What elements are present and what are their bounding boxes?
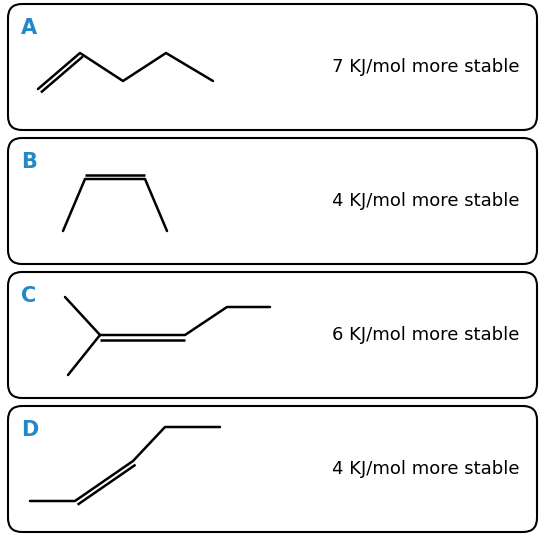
FancyBboxPatch shape [8,272,537,398]
Text: B: B [21,152,37,172]
Text: 4 KJ/mol more stable: 4 KJ/mol more stable [331,460,519,478]
FancyBboxPatch shape [8,406,537,532]
FancyBboxPatch shape [8,4,537,130]
Text: 4 KJ/mol more stable: 4 KJ/mol more stable [331,192,519,210]
Text: A: A [21,18,37,38]
FancyBboxPatch shape [8,138,537,264]
Text: 6 KJ/mol more stable: 6 KJ/mol more stable [331,326,519,344]
Text: D: D [21,420,38,440]
Text: 7 KJ/mol more stable: 7 KJ/mol more stable [331,58,519,76]
Text: C: C [21,286,37,306]
